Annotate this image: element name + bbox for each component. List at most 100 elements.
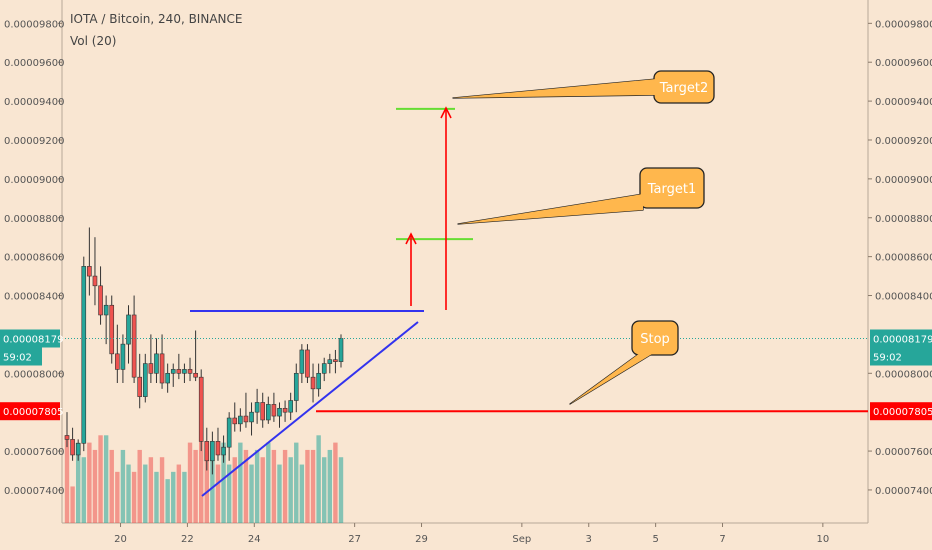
candle-body [137, 376, 142, 397]
x-tick-label: 20 [114, 534, 127, 545]
volume-bar [193, 449, 198, 523]
volume-bar [322, 457, 327, 523]
y-tick-label-right: 0.00009800 [875, 19, 932, 30]
candle-body [238, 415, 243, 425]
volume-bar [254, 449, 260, 523]
volume-bar [299, 464, 305, 523]
candle-body [103, 304, 109, 316]
volume-bar [165, 479, 170, 523]
candle-body [293, 372, 299, 401]
current-price-tag-right-bg [870, 329, 932, 348]
volume-bar [154, 471, 159, 523]
volume-bar [266, 442, 271, 523]
candle-body [327, 359, 333, 364]
candle-body [115, 353, 120, 370]
volume-bar [226, 464, 232, 523]
volume-bar [103, 435, 109, 523]
current-price-tag-left-bg [0, 329, 60, 348]
volume-bar [215, 464, 221, 523]
volume-bar [98, 435, 103, 523]
candle-body [187, 369, 193, 374]
y-tick-label-right: 0.00009400 [875, 97, 932, 108]
volume-bar [75, 442, 81, 523]
candle-body [170, 369, 176, 374]
y-tick-label-right: 0.00009000 [875, 175, 932, 186]
candle-body [271, 404, 277, 417]
candle-body [142, 363, 148, 397]
candle-body [109, 304, 115, 355]
candle-body [193, 372, 198, 378]
stop-price-tag-left-bg [0, 402, 60, 421]
volume-bar [277, 464, 282, 523]
volume-bar [120, 449, 126, 523]
candle-body [81, 266, 87, 444]
y-tick-label-left: 0.00007400 [4, 486, 64, 497]
stop-price-tag-left-text: 0.00007805 [3, 407, 63, 418]
candle-body [154, 353, 159, 374]
candle-body [226, 417, 232, 448]
candle-body [310, 376, 316, 390]
volume-bar [126, 464, 131, 523]
volume-bar [199, 435, 204, 523]
volume-bar [316, 435, 321, 523]
target1-callout-label: Target1 [647, 182, 697, 197]
volume-bar [294, 442, 299, 523]
volume-bar [282, 449, 288, 523]
y-tick-label-left: 0.00008800 [4, 214, 64, 225]
candle-body [210, 441, 215, 462]
x-tick-label: 24 [248, 534, 261, 545]
stop-callout-pointer-fill [570, 353, 652, 404]
candle-body [131, 314, 137, 378]
candle-body [299, 349, 305, 374]
candle-body [338, 338, 344, 362]
candle-body [92, 275, 98, 287]
volume-bar [81, 457, 86, 523]
volume-bar [333, 442, 338, 523]
candle-body [176, 369, 182, 374]
candle-body [148, 363, 154, 374]
volume-bar [238, 442, 243, 523]
volume-bar [327, 449, 333, 523]
volume-bar [115, 471, 120, 523]
candle-body [254, 402, 260, 413]
volume-bar [232, 457, 237, 523]
countdown-tag-right-bg [870, 347, 932, 366]
candle-body [333, 359, 338, 362]
candle-body [98, 285, 103, 316]
volume-bar [92, 449, 98, 523]
chart-title: IOTA / Bitcoin, 240, BINANCE [70, 12, 243, 26]
volume-bar [305, 449, 310, 523]
volume-bar [64, 435, 70, 523]
y-tick-label-right: 0.00009600 [875, 58, 932, 69]
target1-callout-box [639, 167, 705, 209]
arrow-to-target2-head [440, 106, 452, 119]
y-tick-label-right: 0.00008000 [875, 369, 932, 380]
countdown-tag-right-text: 59:02 [873, 352, 902, 363]
volume-bar [131, 471, 137, 523]
volume-bar [221, 442, 226, 523]
y-tick-label-left: 0.00009000 [4, 175, 64, 186]
y-tick-label-left: 0.00007600 [4, 447, 64, 458]
candle-body [182, 369, 187, 374]
volume-bar [310, 449, 316, 523]
volume-bar [260, 457, 265, 523]
volume-bar [204, 449, 209, 523]
candle-body [215, 441, 221, 456]
candle-body [198, 376, 204, 442]
candle-body [159, 353, 165, 384]
y-tick-label-right: 0.00008600 [875, 253, 932, 264]
candle-body [87, 266, 92, 277]
candle-body [316, 372, 321, 390]
target2-callout-label: Target2 [659, 81, 709, 96]
candle-body [282, 407, 288, 413]
y-tick-label-left: 0.00009800 [4, 19, 64, 30]
candle-body [277, 407, 282, 417]
stop-callout-box [631, 320, 679, 356]
x-tick-label: 22 [181, 534, 194, 545]
y-tick-label-right: 0.00007600 [875, 447, 932, 458]
volume-bar [143, 464, 148, 523]
volume-bar [249, 464, 254, 523]
y-tick-label-right: 0.00009200 [875, 136, 932, 147]
